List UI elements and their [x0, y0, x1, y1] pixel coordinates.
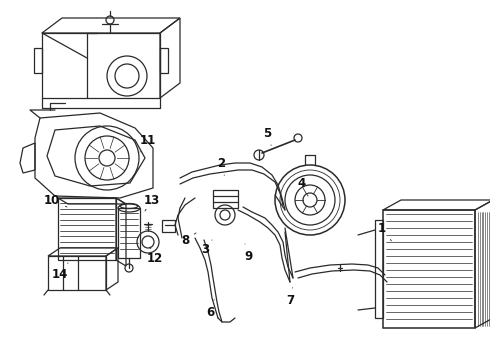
Text: 10: 10: [44, 194, 67, 207]
Text: 2: 2: [217, 157, 225, 175]
Text: 3: 3: [201, 240, 212, 256]
Text: 9: 9: [244, 244, 252, 262]
Text: 4: 4: [298, 176, 308, 196]
Text: 8: 8: [181, 233, 196, 247]
Text: 6: 6: [206, 300, 214, 319]
Text: 12: 12: [147, 247, 163, 265]
Text: 11: 11: [140, 134, 156, 152]
Text: 13: 13: [144, 194, 160, 211]
Text: 14: 14: [52, 263, 68, 282]
Text: 5: 5: [263, 126, 271, 145]
Text: 7: 7: [286, 288, 294, 306]
Text: 1: 1: [378, 221, 392, 241]
